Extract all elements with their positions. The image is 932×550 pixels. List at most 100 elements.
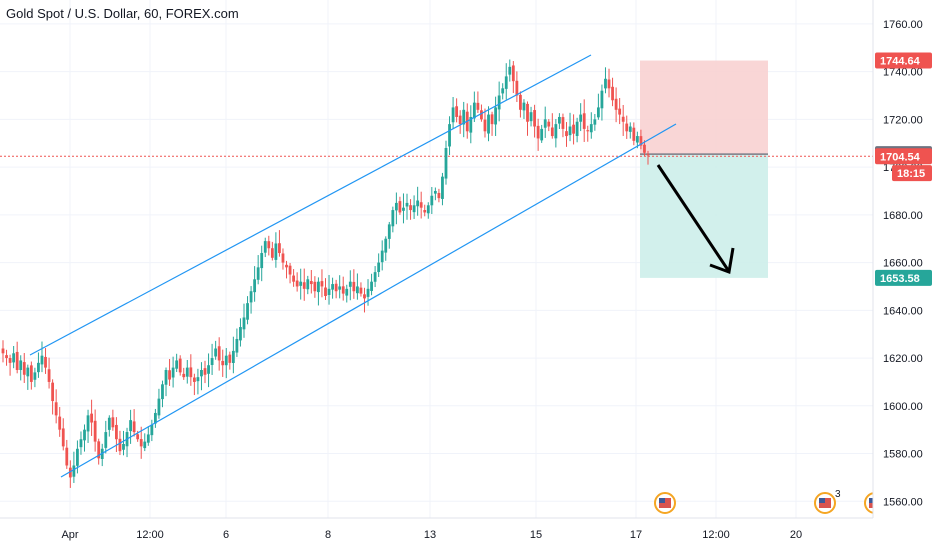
candle-body [437,192,441,199]
candle [192,373,196,396]
candle [635,131,639,149]
candle [200,362,203,391]
candle-body [384,238,388,253]
candle-body [150,424,154,436]
candle [533,104,536,138]
candle [455,98,459,123]
candle-body [497,95,501,110]
candle-body [274,243,278,260]
candle [228,351,232,370]
candle [419,191,423,219]
candle-body [115,424,118,440]
candle-body [270,248,274,258]
candle [550,113,554,139]
price-axis-background [873,0,932,518]
candle [44,348,47,374]
candle [313,276,317,298]
take-profit-zone [640,154,768,278]
candle-body [586,130,590,132]
candle [380,240,384,271]
candle-body [540,128,544,141]
candle [639,129,643,150]
channel-lower-line [60,123,677,478]
candle-body [37,362,40,373]
candle-body [292,275,296,282]
candle [115,417,118,453]
candle [338,275,342,299]
candle-body [295,280,299,287]
candle-body [157,398,161,416]
candle-body [433,190,437,194]
candle [355,273,359,300]
candle-body [306,279,310,290]
candle-body [646,154,650,156]
candle-body [122,444,125,450]
candle-body [182,373,186,378]
candle [426,202,430,219]
candle [68,460,72,488]
candle [327,274,331,305]
candle [65,439,69,469]
candle [430,186,434,214]
candle [370,273,373,296]
candle-body [313,281,317,292]
candle-body [12,353,16,363]
candle-body [472,102,476,119]
candle [22,353,26,383]
time-tick-label: 12:00 [702,529,730,541]
candle-body [480,110,483,120]
candle-body [146,434,150,443]
candle-body [643,144,646,153]
candle-body [412,205,416,213]
candle [543,106,547,138]
candle-body [508,66,512,75]
candle-body [352,281,356,292]
price-tick-label: 1600.00 [883,401,923,413]
candle [299,268,303,300]
candle-body [604,78,607,89]
candle-body [487,114,490,134]
candle [100,443,104,467]
candle [331,277,334,299]
candle-body [40,355,44,365]
candle [589,112,593,139]
price-tick-label: 1740.00 [883,67,923,79]
candle [178,355,182,376]
event-flag-icon [814,492,836,514]
candle-body [118,438,122,452]
candle-body [231,350,235,363]
candle [586,125,590,142]
candle [274,232,278,268]
candle [579,103,583,132]
candle [256,255,260,285]
candle [487,106,490,142]
candle-body [536,125,540,139]
candle-body [327,288,331,296]
candle [394,192,398,225]
candle [224,347,228,379]
candle [593,113,597,131]
price-label: 1744.64 [875,52,932,69]
candle-body [129,420,132,432]
time-tick-label: 20 [790,529,802,541]
candle-body [203,368,207,375]
candle-body [561,117,565,129]
price-tick-label: 1660.00 [883,258,923,270]
candle-body [501,88,505,94]
candle-body [550,127,554,137]
candle-body [161,384,164,400]
candle-body [398,201,402,213]
candle-body [391,210,395,227]
candle-body [111,417,115,428]
candle [334,279,338,299]
candle-body [441,176,444,199]
event-flag-icon [654,492,676,514]
stop-loss-zone [640,60,768,155]
candle [536,118,540,151]
candle [416,186,420,216]
candle-body [324,287,327,296]
candle-body [565,131,568,137]
candle-body [359,287,363,294]
candle-body [511,65,515,82]
